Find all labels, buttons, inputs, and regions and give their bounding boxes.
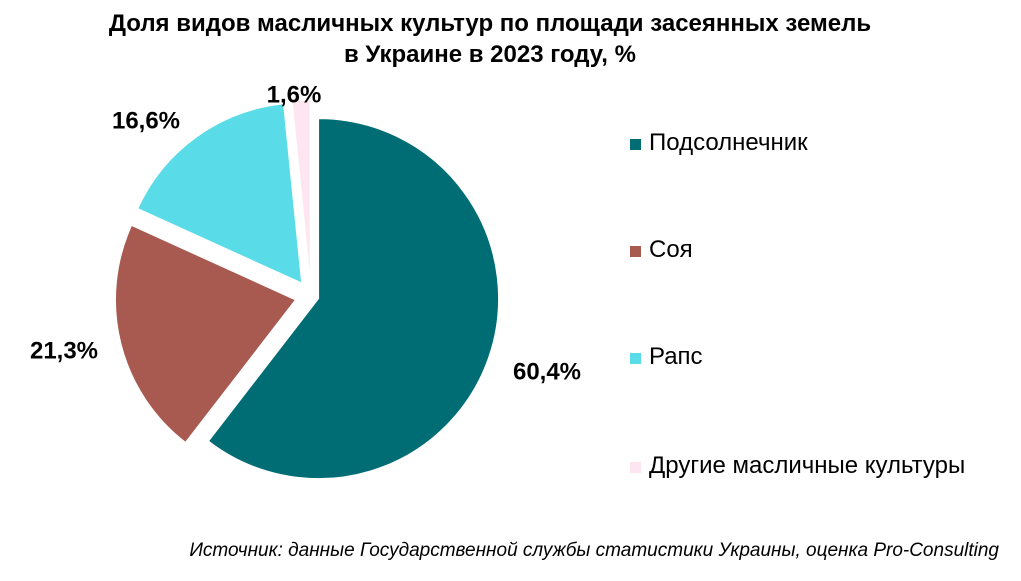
legend-label-other: Другие масличные культуры — [649, 452, 966, 479]
data-label-soy: 21,3% — [30, 337, 98, 364]
chart-title-line1: Доля видов масличных культур по площади … — [108, 10, 872, 37]
legend-swatch-soy — [630, 245, 641, 257]
pie-slice-other — [291, 99, 311, 281]
chart-legend: Подсолнечник Соя Рапс Другие масличные к… — [630, 0, 1021, 581]
pie-slice-rapeseed — [137, 103, 303, 284]
chart-title: Доля видов масличных культур по площади … — [0, 8, 980, 70]
legend-item-sunflower: Подсолнечник — [630, 128, 808, 158]
pie-slice-soy — [114, 224, 297, 444]
legend-item-other: Другие масличные культуры — [630, 451, 965, 481]
pie-slice-sunflower — [207, 118, 500, 480]
legend-swatch-rapeseed — [630, 352, 641, 364]
data-label-rapeseed: 16,6% — [112, 107, 180, 134]
legend-swatch-other — [630, 461, 641, 473]
chart-title-line2: в Украине в 2023 году, % — [344, 41, 636, 68]
legend-label-soy: Соя — [649, 236, 693, 263]
pie-chart: 60,4% 21,3% 16,6% 1,6% — [30, 81, 581, 480]
legend-label-sunflower: Подсолнечник — [649, 129, 808, 156]
legend-item-rapeseed: Рапс — [630, 342, 703, 372]
source-note: Источник: данные Государственной службы … — [189, 540, 999, 561]
legend-item-soy: Соя — [630, 235, 693, 265]
legend-label-rapeseed: Рапс — [649, 343, 703, 370]
data-label-sunflower: 60,4% — [513, 358, 581, 385]
legend-swatch-sunflower — [630, 138, 641, 150]
data-label-other: 1,6% — [267, 81, 322, 108]
